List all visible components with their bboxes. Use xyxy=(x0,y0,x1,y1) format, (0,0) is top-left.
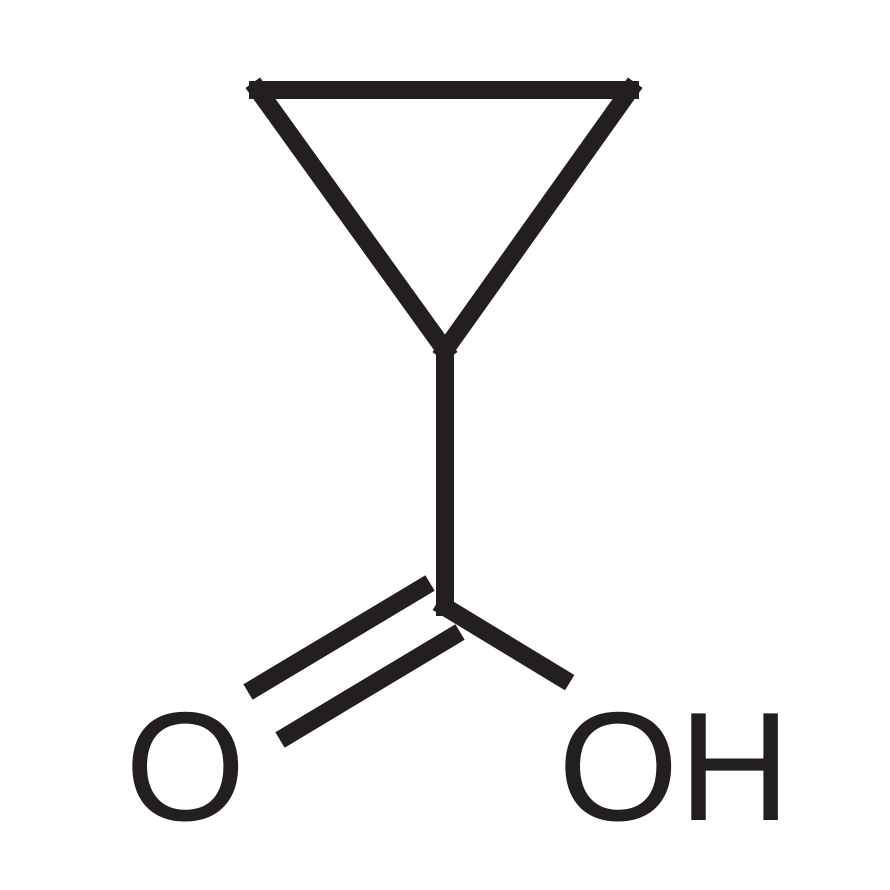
bond-to-hydroxyl xyxy=(445,607,562,678)
cyclopropane-ring xyxy=(258,90,630,350)
ring-bond-left xyxy=(258,90,445,350)
carbonyl-double-bond xyxy=(248,583,460,740)
ring-bond-right xyxy=(445,90,630,350)
molecule-diagram: O OH xyxy=(0,0,890,890)
hydroxyl-label: OH xyxy=(558,680,791,853)
oxygen-atom-label: O xyxy=(125,680,246,853)
